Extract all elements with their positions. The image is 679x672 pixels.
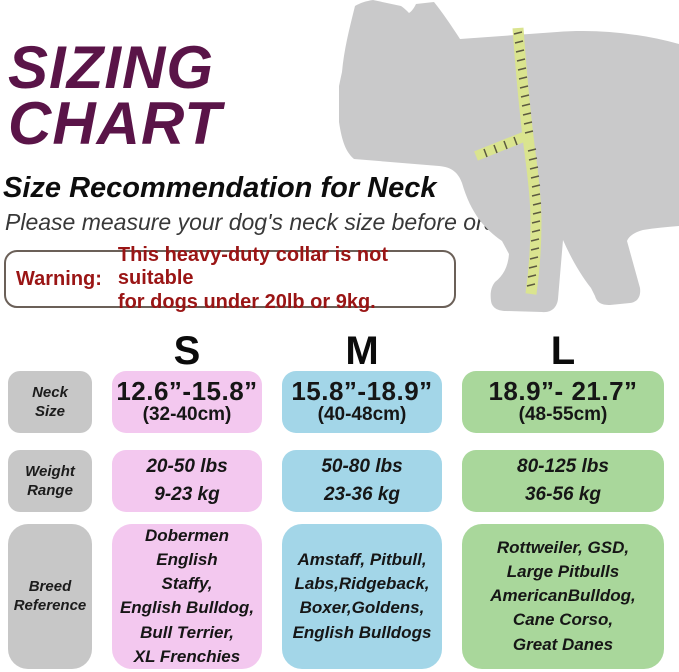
weight-range-l: 80-125 lbs 36-56 kg [517,455,609,506]
weight-range-row-label: Weight Range [8,450,92,512]
dog-illustration [336,0,679,315]
weight-range-cell-s: 20-50 lbs 9-23 kg [112,450,262,512]
neck-size-l-cm: (48-55cm) [518,404,608,426]
weight-range-cell-m: 50-80 lbs 23-36 kg [282,450,442,512]
neck-size-cell-s: 12.6”-15.8” (32-40cm) [112,371,262,433]
weight-range-s: 20-50 lbs 9-23 kg [146,455,228,506]
neck-size-row-label: Neck Size [8,371,92,433]
breed-reference-row: Breed Reference Dobermen English Staffy,… [8,524,664,669]
size-header-row: S M L [8,329,664,373]
breed-reference-s: Dobermen English Staffy, English Bulldog… [119,526,255,666]
breed-reference-row-label: Breed Reference [8,524,92,669]
breed-reference-m: Amstaff, Pitbull, Labs,Ridgeback, Boxer,… [292,550,432,642]
neck-size-s-inches: 12.6”-15.8” [116,375,258,406]
neck-size-row: Neck Size 12.6”-15.8” (32-40cm) 15.8”-18… [8,371,664,433]
header-spacer [8,329,92,374]
title-line-2: CHART [8,90,222,157]
weight-range-row: Weight Range 20-50 lbs 9-23 kg 50-80 lbs… [8,450,664,512]
size-header-m: M [345,329,379,373]
warning-label: Warning: [16,267,102,290]
neck-size-s-cm: (32-40cm) [142,404,232,426]
dog-silhouette-svg [336,0,679,313]
warning-text: This heavy-duty collar is not suitable f… [117,244,388,313]
section-subtitle: Size Recommendation for Neck [3,172,437,204]
measuring-tape-branch [474,131,528,161]
neck-size-cell-m: 15.8”-18.9” (40-48cm) [282,371,442,433]
breed-reference-cell-s: Dobermen English Staffy, English Bulldog… [112,524,262,669]
breed-reference-l: Rottweiler, GSD, Large Pitbulls American… [490,538,636,654]
tape-ticks [483,31,542,287]
size-header-l: L [550,329,576,373]
page-title: SIZING CHART [8,34,222,157]
sizing-table: S M L Neck Size 12.6”-15.8” (32-40cm) 15… [8,329,664,669]
title-line-1: SIZING [8,34,215,101]
dog-silhouette [336,0,679,313]
weight-range-cell-l: 80-125 lbs 36-56 kg [462,450,664,512]
breed-reference-cell-m: Amstaff, Pitbull, Labs,Ridgeback, Boxer,… [282,524,442,669]
weight-range-m: 50-80 lbs 23-36 kg [321,455,403,506]
size-header-s: S [173,329,201,373]
neck-size-m-cm: (40-48cm) [317,404,407,426]
measure-note: Please measure your dog's neck size befo… [5,209,548,235]
warning-box: Warning: This heavy-duty collar is not s… [4,244,456,313]
neck-size-cell-l: 18.9”- 21.7” (48-55cm) [462,371,664,433]
neck-size-m-inches: 15.8”-18.9” [291,375,433,406]
neck-size-l-inches: 18.9”- 21.7” [488,375,638,406]
breed-reference-cell-l: Rottweiler, GSD, Large Pitbulls American… [462,524,664,669]
